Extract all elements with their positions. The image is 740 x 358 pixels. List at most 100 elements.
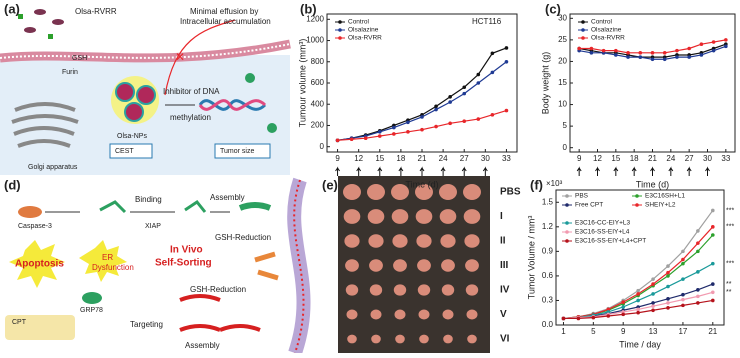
label: CEST: [115, 148, 134, 155]
data-point: [651, 308, 655, 313]
significance: **: [726, 289, 732, 296]
molecule: [34, 9, 46, 15]
injection-arrow: [335, 166, 340, 176]
data-point: [651, 301, 655, 305]
tumor: [370, 309, 382, 320]
tumor: [465, 284, 479, 296]
x-tick-label: 15: [611, 154, 620, 163]
injection-arrow: [461, 166, 467, 176]
legend-label: PBS: [575, 193, 589, 200]
x-tick-label: 15: [375, 154, 384, 163]
data-point: [651, 282, 655, 286]
label: Dysfunction: [92, 263, 134, 272]
legend-marker: [565, 194, 569, 198]
peptide: [179, 294, 261, 332]
x-tick-label: 30: [703, 154, 712, 163]
data-point: [591, 315, 596, 320]
tumor: [440, 234, 456, 248]
data-point: [666, 306, 670, 310]
data-point: [662, 51, 667, 55]
x-tick-label: 9: [335, 154, 340, 163]
injection-arrow: [595, 166, 600, 176]
data-point: [621, 305, 625, 309]
tumor: [368, 234, 384, 248]
er: [5, 315, 75, 340]
y-tick-label: 15: [558, 78, 567, 87]
y-tick-label: 1200: [306, 14, 324, 23]
label: Golgi apparatus: [28, 164, 78, 171]
data-point: [577, 46, 581, 51]
x-tick-label: 12: [593, 154, 602, 163]
data-point: [696, 249, 700, 254]
y-tick-label: 10: [558, 100, 567, 109]
injection-arrow: [686, 166, 692, 176]
data-point: [377, 134, 382, 138]
data-point: [711, 282, 715, 286]
panel-a: ✕ (a) Olsa-RVRR Minimal effusion by Intr…: [0, 1, 291, 175]
data-point: [636, 288, 640, 293]
data-point: [696, 270, 700, 274]
data-point: [681, 292, 685, 297]
legend-label: E3C16SH+L1: [645, 193, 685, 200]
tumor: [367, 184, 385, 200]
data-point: [606, 314, 611, 318]
tumor: [463, 209, 481, 224]
data-point: [476, 81, 481, 85]
injection-arrow: [576, 166, 582, 176]
data-point: [687, 55, 691, 59]
x-tick-label: 1: [561, 327, 566, 336]
tumor: [465, 259, 479, 272]
data-point: [711, 48, 716, 53]
plot-frame: [555, 189, 725, 326]
y-axis-label: Tumor Volume / mm³: [526, 216, 536, 300]
grp78: [82, 292, 102, 304]
y-tick-label: 5: [563, 121, 568, 130]
tumor: [344, 234, 360, 248]
label: XIAP: [145, 223, 161, 230]
group-label: V: [500, 309, 507, 320]
tumor: [416, 234, 432, 248]
data-point: [696, 229, 700, 233]
data-point: [711, 233, 715, 237]
label: Olsa-NPs: [117, 133, 147, 140]
data-point: [666, 301, 670, 305]
tumor: [467, 334, 477, 344]
data-point: [650, 51, 655, 55]
data-point: [614, 48, 618, 53]
legend-marker: [565, 203, 569, 207]
legend-label: Olsa-RVRR: [591, 35, 625, 42]
data-point: [650, 57, 655, 62]
fiber: [238, 202, 272, 211]
x-tick-label: 30: [481, 154, 490, 163]
tumor: [369, 259, 383, 272]
significance: ***: [726, 224, 734, 231]
tumor: [391, 184, 409, 200]
label: GSH: [72, 55, 87, 62]
tumor: [419, 334, 429, 344]
tumor: [439, 209, 457, 224]
x-axis-label: Time (d): [636, 179, 669, 189]
tumor: [393, 284, 407, 296]
tumor: [347, 334, 357, 344]
molecule: [18, 14, 23, 19]
data-point: [675, 48, 679, 53]
legend-marker: [565, 230, 569, 234]
tumor: [441, 284, 455, 296]
x-tick-label: 13: [649, 327, 658, 336]
label: Apoptosis: [15, 259, 64, 270]
label: In Vivo: [170, 245, 203, 256]
dna: [198, 99, 267, 111]
y-tick-label: 1.2: [542, 222, 554, 231]
y-tick-label: 800: [311, 57, 325, 66]
label: Self-Sorting: [155, 258, 212, 269]
data-point: [504, 59, 509, 64]
x-tick-label: 17: [678, 327, 687, 336]
y-tick-label: 30: [558, 13, 567, 22]
data-point: [462, 119, 467, 124]
data-point: [392, 125, 396, 130]
enzyme: [267, 123, 277, 133]
group-label: II: [500, 236, 506, 247]
y-tick-label: 0: [320, 142, 325, 151]
injection-arrow: [356, 166, 362, 176]
